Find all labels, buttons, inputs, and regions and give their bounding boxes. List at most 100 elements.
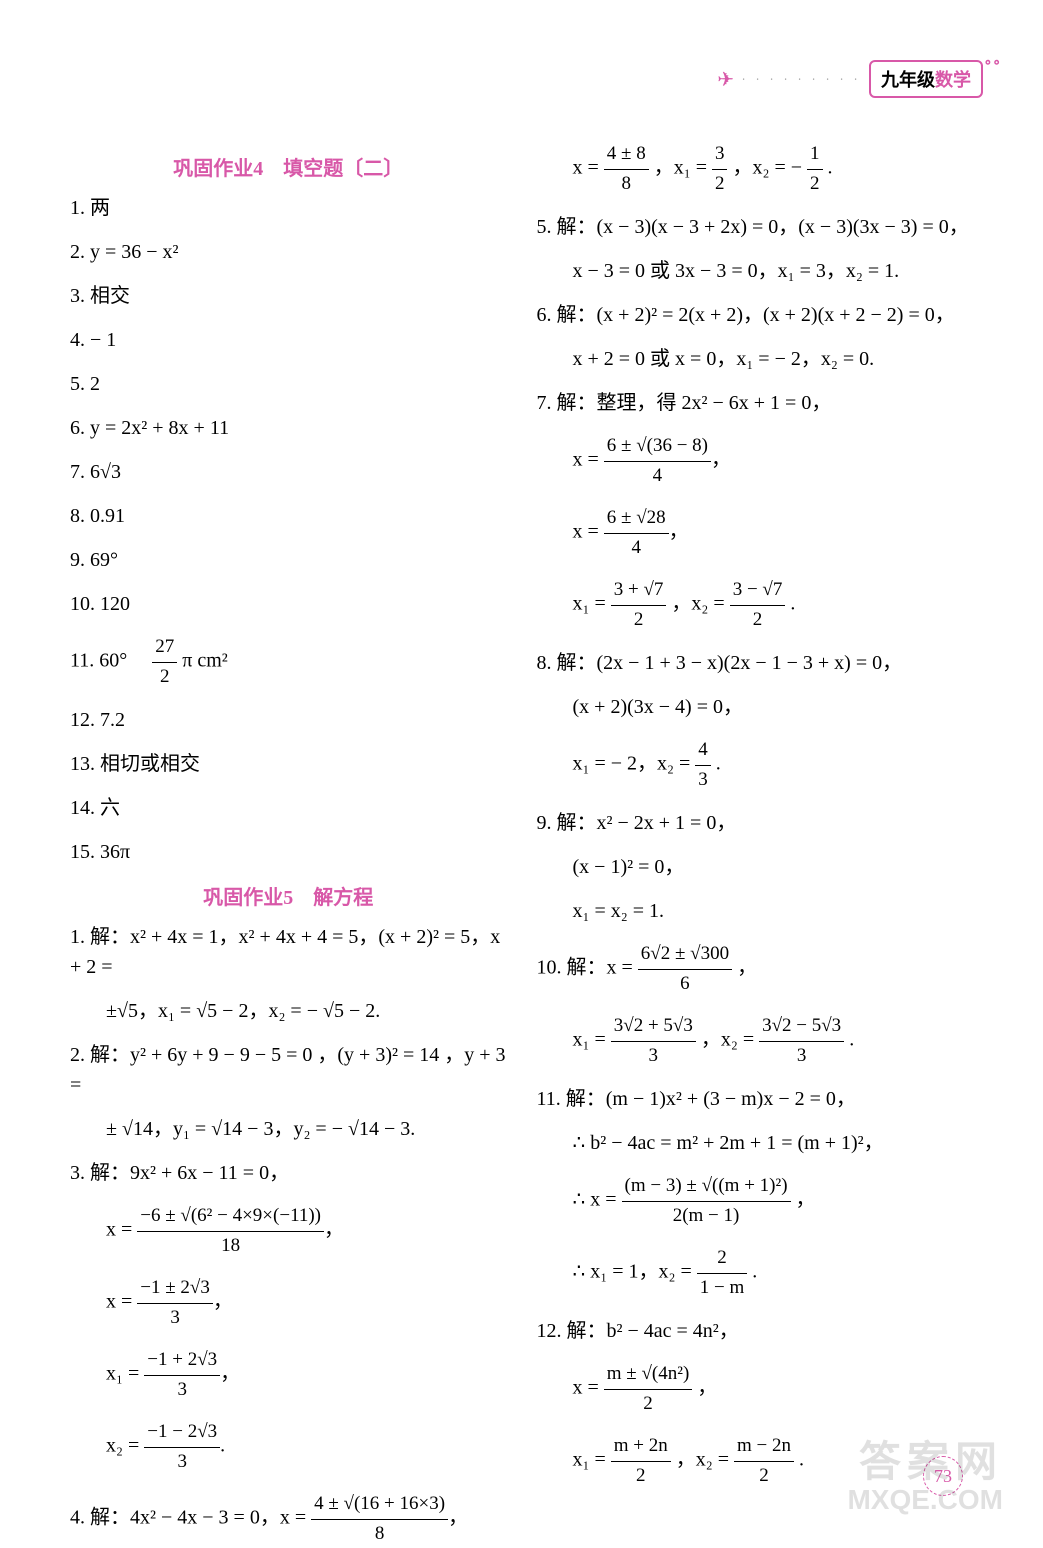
- solution-line: x₁ = −1 + 2√33，: [70, 1346, 507, 1404]
- solution-line: x = −1 ± 2√33，: [70, 1274, 507, 1332]
- section5-title: 巩固作业5 解方程: [70, 881, 507, 910]
- fraction: 32: [712, 140, 728, 198]
- paper-plane-icon: ✈: [717, 67, 734, 92]
- right-column: x = 4 ± 88 ，x₁ = 32 ，x₂ = − 12 . 5. 解：(x…: [537, 140, 974, 1446]
- solution-line: 12. 解：b² − 4ac = 4n²，: [537, 1316, 974, 1346]
- text: ，: [697, 1377, 717, 1399]
- text: 4. 解：4x² − 4x − 3 = 0，x =: [70, 1507, 311, 1529]
- answer-line: 1. 两: [70, 193, 507, 223]
- text: x =: [106, 1291, 137, 1313]
- solution-line: ∴ x = (m − 3) ± √((m + 1)²)2(m − 1) ，: [537, 1172, 974, 1230]
- subject-text: 数学: [935, 70, 971, 90]
- solution-line: ±√5，x₁ = √5 − 2，x₂ = − √5 − 2.: [70, 996, 507, 1026]
- text: ，x₂ =: [701, 1029, 759, 1051]
- solution-line: 9. 解：x² − 2x + 1 = 0，: [537, 808, 974, 838]
- text: x₁ =: [573, 593, 611, 615]
- section4-title: 巩固作业4 填空题〔二〕: [70, 152, 507, 181]
- text: ，: [796, 1189, 816, 1211]
- decorative-dots: ∙ ∙ ∙ ∙ ∙ ∙ ∙ ∙ ∙: [742, 72, 861, 87]
- solution-line: x + 2 = 0 或 x = 0，x₁ = − 2，x₂ = 0.: [537, 344, 974, 374]
- content-area: 巩固作业4 填空题〔二〕 1. 两 2. y = 36 − x² 3. 相交 4…: [70, 140, 973, 1446]
- text: 11. 60°: [70, 650, 147, 672]
- solution-line: ∴ x₁ = 1，x₂ = 21 − m .: [537, 1244, 974, 1302]
- grade-text: 九年级: [881, 70, 935, 90]
- answer-line: 5. 2: [70, 369, 507, 399]
- text: ，x₂ =: [676, 1449, 734, 1471]
- fraction: −1 + 2√33: [144, 1346, 220, 1404]
- fraction: 43: [695, 736, 711, 794]
- solution-line: 7. 解：整理，得 2x² − 6x + 1 = 0，: [537, 388, 974, 418]
- text: ∴ x₁ = 1，x₂ =: [573, 1261, 697, 1283]
- left-column: 巩固作业4 填空题〔二〕 1. 两 2. y = 36 − x² 3. 相交 4…: [70, 140, 507, 1446]
- solution-line: 5. 解：(x − 3)(x − 3 + 2x) = 0，(x − 3)(3x …: [537, 212, 974, 242]
- answer-line: 11. 60° 272 π cm²: [70, 633, 507, 691]
- text: x =: [573, 521, 604, 543]
- solution-line: x = 6 ± √(36 − 8)4，: [537, 432, 974, 490]
- text: ，x₂ = −: [732, 157, 807, 179]
- solution-line: x₁ = x₂ = 1.: [537, 896, 974, 926]
- text: .: [790, 593, 795, 615]
- watermark-en: MXQE.COM: [847, 1485, 1003, 1516]
- text: .: [752, 1261, 757, 1283]
- fraction: −1 ± 2√33: [137, 1274, 213, 1332]
- solution-line: 8. 解：(2x − 1 + 3 − x)(2x − 1 − 3 + x) = …: [537, 648, 974, 678]
- solution-line: x₁ = 3 + √72 ，x₂ = 3 − √72 .: [537, 576, 974, 634]
- watermark: 答案网 MXQE.COM: [847, 1439, 1003, 1516]
- fraction: −6 ± √(6² − 4×9×(−11))18: [137, 1202, 324, 1260]
- text: ，x₁ =: [654, 157, 712, 179]
- answer-line: 6. y = 2x² + 8x + 11: [70, 413, 507, 443]
- answer-line: 13. 相切或相交: [70, 749, 507, 779]
- text: x =: [106, 1219, 137, 1241]
- text: .: [828, 157, 833, 179]
- answer-line: 10. 120: [70, 589, 507, 619]
- fraction: 4 ± 88: [604, 140, 649, 198]
- fraction: 3√2 − 5√33: [759, 1012, 844, 1070]
- fraction: 21 − m: [697, 1244, 748, 1302]
- answer-line: 3. 相交: [70, 281, 507, 311]
- text: x₂ =: [106, 1435, 144, 1457]
- fraction: m ± √(4n²)2: [604, 1360, 693, 1418]
- fraction: 4 ± √(16 + 16×3)8: [311, 1490, 448, 1548]
- fraction: 3 − √72: [730, 576, 786, 634]
- solution-line: x = −6 ± √(6² − 4×9×(−11))18，: [70, 1202, 507, 1260]
- grade-badge: 九年级数学 ∘∘: [869, 60, 983, 98]
- text: .: [799, 1449, 804, 1471]
- solution-line: ∴ b² − 4ac = m² + 2m + 1 = (m + 1)²，: [537, 1128, 974, 1158]
- fraction: 3 + √72: [611, 576, 667, 634]
- watermark-cn: 答案网: [847, 1439, 1003, 1485]
- text: 10. 解：x =: [537, 957, 638, 979]
- fraction: 6 ± √284: [604, 504, 669, 562]
- solution-line: x₂ = −1 − 2√33.: [70, 1418, 507, 1476]
- solution-line: 10. 解：x = 6√2 ± √3006 ，: [537, 940, 974, 998]
- text: .: [849, 1029, 854, 1051]
- text: x₁ =: [573, 1449, 611, 1471]
- text: x =: [573, 449, 604, 471]
- answer-line: 12. 7.2: [70, 705, 507, 735]
- answer-line: 9. 69°: [70, 545, 507, 575]
- fraction: 3√2 + 5√33: [611, 1012, 696, 1070]
- fraction: 272: [152, 633, 177, 691]
- solution-line: 4. 解：4x² − 4x − 3 = 0，x = 4 ± √(16 + 16×…: [70, 1490, 507, 1548]
- text: x =: [573, 157, 604, 179]
- solution-line: 1. 解：x² + 4x = 1，x² + 4x + 4 = 5，(x + 2)…: [70, 922, 507, 982]
- solution-line: 3. 解：9x² + 6x − 11 = 0，: [70, 1158, 507, 1188]
- solution-line: x₁ = 3√2 + 5√33 ，x₂ = 3√2 − 5√33 .: [537, 1012, 974, 1070]
- text: x₁ =: [106, 1363, 144, 1385]
- fraction: −1 − 2√33: [144, 1418, 220, 1476]
- fraction: m − 2n2: [734, 1432, 794, 1490]
- answer-line: 4. − 1: [70, 325, 507, 355]
- text: π cm²: [182, 650, 228, 672]
- answer-line: 7. 6√3: [70, 457, 507, 487]
- answer-line: 8. 0.91: [70, 501, 507, 531]
- solution-line: x = 4 ± 88 ，x₁ = 32 ，x₂ = − 12 .: [537, 140, 974, 198]
- solution-line: 2. 解：y² + 6y + 9 − 9 − 5 = 0 ，(y + 3)² =…: [70, 1040, 507, 1100]
- fraction: 6√2 ± √3006: [638, 940, 732, 998]
- solution-line: x₁ = − 2，x₂ = 43 .: [537, 736, 974, 794]
- text: ∴ x =: [573, 1189, 622, 1211]
- solution-line: (x + 2)(3x − 4) = 0，: [537, 692, 974, 722]
- solution-line: (x − 1)² = 0，: [537, 852, 974, 882]
- text: .: [716, 753, 721, 775]
- text: x₁ =: [573, 1029, 611, 1051]
- text: ，x₂ =: [671, 593, 729, 615]
- solution-line: x = 6 ± √284，: [537, 504, 974, 562]
